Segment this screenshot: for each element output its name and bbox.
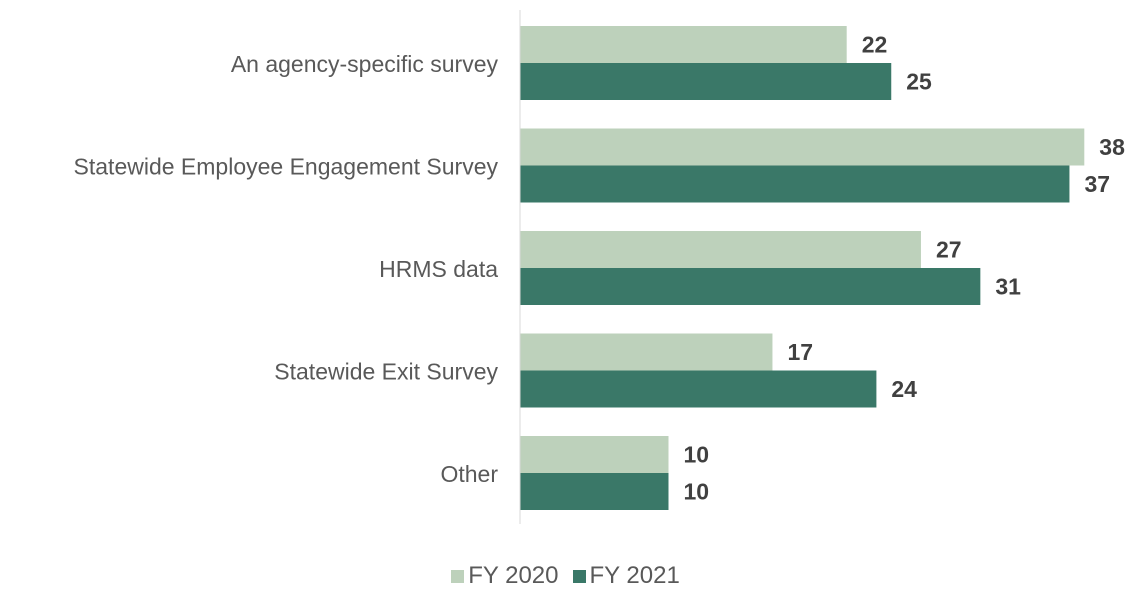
legend: FY 2020 FY 2021 — [0, 564, 1131, 588]
bar-fy-2020-4 — [520, 436, 669, 473]
bar-fy-2021-1 — [520, 165, 1070, 203]
data-label-fy-2021-2: 31 — [995, 274, 1021, 300]
category-label-2: HRMS data — [379, 256, 498, 282]
category-label-4: Other — [440, 461, 498, 487]
legend-label-fy-2020: FY 2020 — [468, 562, 559, 589]
data-label-fy-2020-1: 38 — [1099, 134, 1125, 160]
bar-fy-2021-3 — [520, 370, 877, 408]
legend-swatch-fy-2020 — [451, 569, 465, 583]
legend-item-fy-2021: FY 2021 — [572, 562, 680, 589]
bar-fy-2020-0 — [520, 26, 847, 63]
bar-fy-2020-1 — [520, 128, 1085, 166]
data-label-fy-2020-2: 27 — [936, 237, 962, 263]
bar-fy-2021-4 — [520, 473, 669, 510]
legend-label-fy-2021: FY 2021 — [589, 562, 680, 589]
legend-item-fy-2020: FY 2020 — [451, 562, 559, 589]
data-label-fy-2020-0: 22 — [862, 32, 888, 58]
data-label-fy-2020-3: 17 — [787, 339, 813, 365]
data-label-fy-2021-0: 25 — [906, 69, 932, 95]
bar-fy-2021-0 — [520, 63, 892, 100]
bar-fy-2021-2 — [520, 268, 981, 305]
bar-fy-2020-2 — [520, 231, 921, 268]
bar-fy-2020-3 — [520, 333, 773, 371]
category-label-0: An agency-specific survey — [231, 51, 499, 77]
data-label-fy-2021-4: 10 — [684, 479, 710, 505]
data-label-fy-2020-4: 10 — [684, 442, 710, 468]
category-label-1: Statewide Employee Engagement Survey — [74, 154, 499, 180]
data-label-fy-2021-3: 24 — [891, 376, 917, 402]
legend-swatch-fy-2021 — [572, 569, 586, 583]
data-label-fy-2021-1: 37 — [1084, 171, 1110, 197]
category-label-3: Statewide Exit Survey — [274, 359, 498, 385]
